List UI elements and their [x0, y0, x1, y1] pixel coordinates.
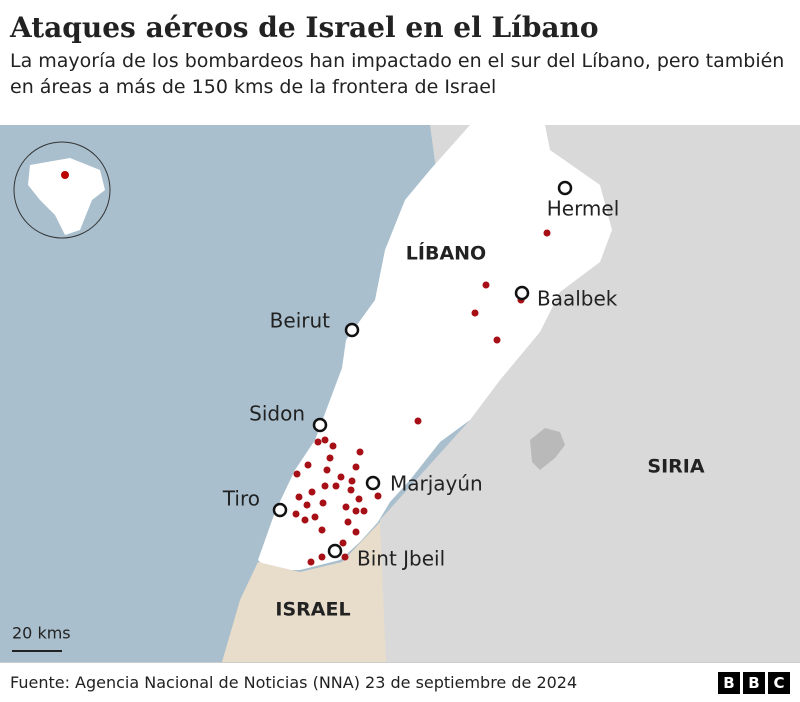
strike-dot	[307, 558, 315, 566]
header: Ataques aéreos de Israel en el Líbano La…	[0, 0, 800, 125]
city-label: Baalbek	[537, 287, 618, 311]
strike-dot	[329, 442, 337, 450]
source: Fuente: Agencia Nacional de Noticias (NN…	[10, 673, 578, 692]
strike-dot	[374, 492, 382, 500]
strike-dot	[292, 510, 300, 518]
strike-dot	[318, 526, 326, 534]
strike-dot	[342, 503, 350, 511]
strike-dot	[471, 309, 479, 317]
logo-letter: C	[768, 671, 790, 694]
strike-dot	[352, 463, 360, 471]
city-label: Beirut	[270, 309, 330, 333]
city-marker	[344, 322, 360, 338]
strike-dot	[352, 528, 360, 536]
strike-dot	[543, 229, 551, 237]
logo-letter: B	[718, 671, 740, 694]
country-label: LÍBANO	[406, 242, 486, 265]
strike-dot	[482, 281, 490, 289]
strike-dot	[319, 499, 327, 507]
strike-dot	[344, 518, 352, 526]
city-marker	[365, 475, 381, 491]
strike-dot	[323, 466, 331, 474]
strike-dot	[295, 493, 303, 501]
subtitle: La mayoría de los bombardeos han impacta…	[10, 50, 785, 98]
strike-dot	[414, 417, 422, 425]
country-label: SIRIA	[647, 456, 704, 478]
strike-dot	[301, 516, 309, 524]
strike-dot	[355, 495, 363, 503]
israel-area	[222, 522, 386, 662]
city-label: Tiro	[222, 487, 260, 511]
strike-dot	[308, 488, 316, 496]
lebanon-area	[258, 125, 612, 570]
strike-dot	[304, 461, 312, 469]
cities: Hermel Baalbek Beirut Sidon Marjayún Tiro Bint…	[222, 180, 620, 571]
title: Ataques aéreos de Israel en el Líbano	[10, 11, 599, 44]
footer: Fuente: Agencia Nacional de Noticias (NN…	[0, 662, 800, 702]
strike-dot	[339, 539, 347, 547]
strike-dot	[347, 486, 355, 494]
city-marker	[327, 543, 343, 559]
lake	[530, 428, 565, 470]
city-marker	[514, 285, 530, 301]
strike-dot	[318, 553, 326, 561]
strike-dot	[303, 501, 311, 509]
city-marker	[272, 502, 288, 518]
strike-dot	[321, 436, 329, 444]
strike-dot	[352, 507, 360, 515]
strike-dot	[314, 438, 322, 446]
globe	[13, 141, 111, 239]
city-label: Hermel	[547, 197, 620, 221]
strike-dot	[321, 482, 329, 490]
strike-dot	[348, 477, 356, 485]
city-label: Bint Jbeil	[357, 547, 445, 571]
scale-label: 20 kms	[12, 624, 71, 643]
city-label: Sidon	[249, 402, 305, 426]
logo: B B C	[718, 671, 790, 694]
city-marker	[312, 417, 328, 433]
strike-dot	[311, 513, 319, 521]
city-label: Marjayún	[390, 472, 483, 496]
logo-letter: B	[743, 671, 765, 694]
strike-dot	[293, 470, 301, 478]
strike-dot	[341, 553, 349, 561]
country-label: ISRAEL	[275, 599, 350, 621]
strike-dot	[493, 336, 501, 344]
map: Hermel Baalbek Beirut Sidon Marjayún Tiro Bint…	[0, 125, 800, 662]
strike-dot	[356, 448, 364, 456]
strike-dot	[337, 473, 345, 481]
city-marker	[557, 180, 573, 196]
strike-dot	[326, 454, 334, 462]
strike-dot	[332, 482, 340, 490]
strike-dot	[360, 507, 368, 515]
strikes	[292, 229, 551, 566]
